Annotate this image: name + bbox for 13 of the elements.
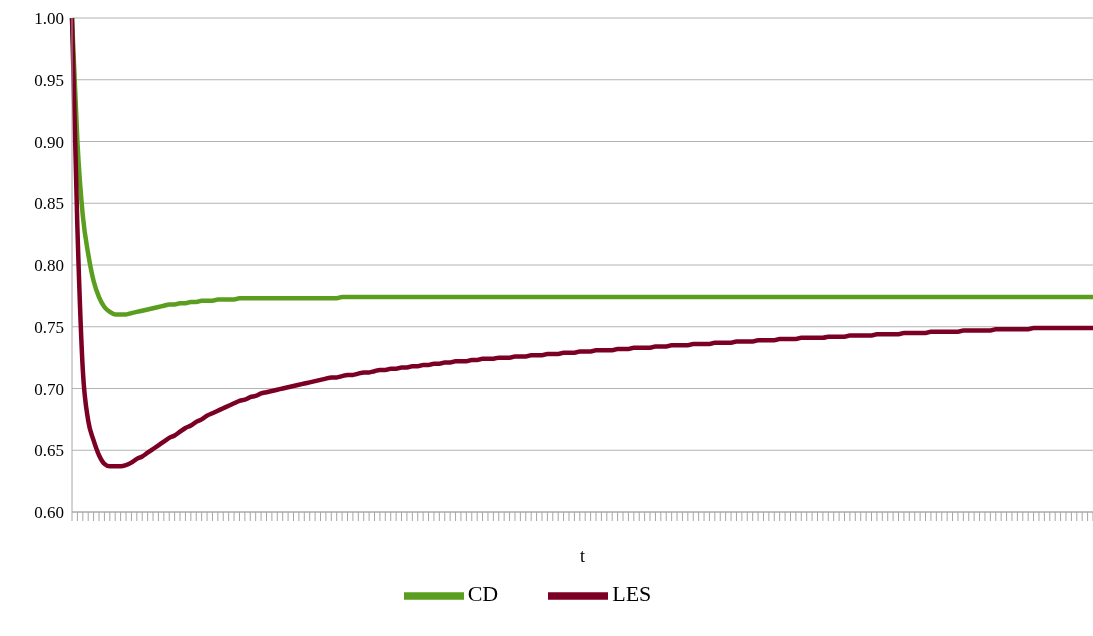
- y-tick-label: 0.80: [34, 256, 64, 276]
- x-axis-title: t: [579, 546, 586, 566]
- y-tick-label: 1.00: [34, 9, 64, 29]
- y-tick-label: 0.70: [34, 379, 64, 399]
- legend-label: LES: [612, 581, 652, 607]
- line-series: [69, 18, 1093, 469]
- legend-label: CD: [467, 581, 499, 607]
- y-tick-label: 0.65: [34, 441, 64, 461]
- y-tick-label: 0.85: [34, 194, 64, 214]
- y-tick-label: 0.95: [34, 70, 64, 90]
- y-tick-label: 0.90: [34, 132, 64, 152]
- y-tick-label: 0.60: [34, 503, 64, 523]
- y-tick-label: 0.75: [34, 317, 64, 337]
